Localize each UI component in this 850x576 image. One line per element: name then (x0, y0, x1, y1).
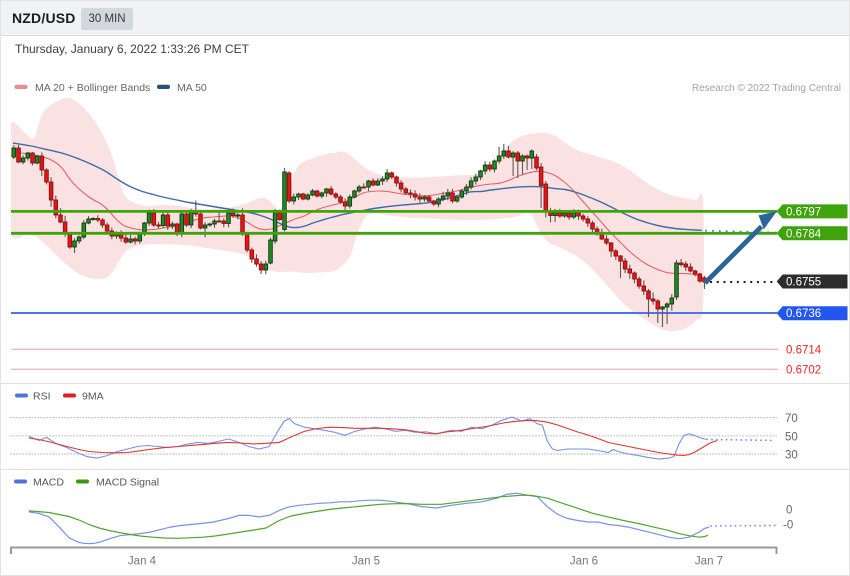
svg-text:RSI: RSI (33, 391, 51, 403)
svg-text:Jan 7: Jan 7 (695, 556, 723, 568)
svg-text:0.6736: 0.6736 (786, 308, 821, 320)
svg-text:0.6755: 0.6755 (786, 277, 821, 289)
svg-text:MACD: MACD (33, 477, 64, 489)
svg-text:Jan 4: Jan 4 (128, 556, 157, 568)
svg-text:Research © 2022 Trading Centra: Research © 2022 Trading Central (692, 83, 841, 94)
svg-text:-0: -0 (783, 520, 793, 532)
svg-text:50: 50 (785, 431, 798, 443)
svg-text:MA 20 + Bollinger Bands: MA 20 + Bollinger Bands (35, 82, 150, 94)
svg-text:Jan 6: Jan 6 (570, 556, 598, 568)
svg-text:0.6784: 0.6784 (786, 228, 822, 240)
svg-text:0.6714: 0.6714 (786, 344, 822, 356)
svg-text:9MA: 9MA (82, 391, 104, 403)
svg-text:0.6797: 0.6797 (786, 206, 821, 218)
svg-text:MACD Signal: MACD Signal (96, 477, 159, 489)
svg-text:Jan 5: Jan 5 (352, 556, 380, 568)
svg-text:MA 50: MA 50 (177, 82, 207, 94)
svg-text:30: 30 (785, 450, 798, 462)
svg-text:70: 70 (785, 413, 798, 425)
svg-text:0: 0 (786, 505, 792, 517)
svg-text:0.6702: 0.6702 (786, 364, 821, 376)
